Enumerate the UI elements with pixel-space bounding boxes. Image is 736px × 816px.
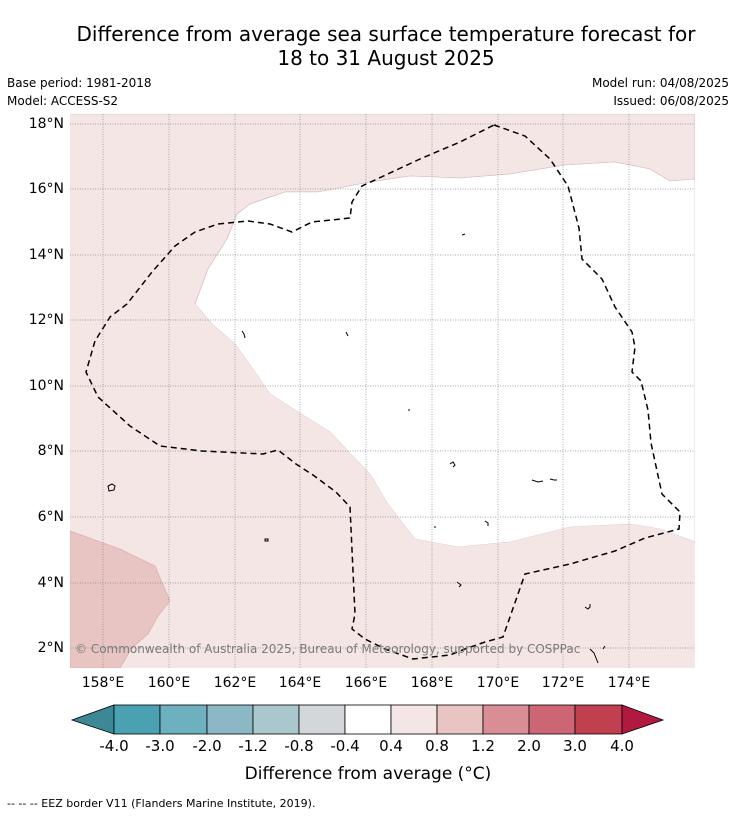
colorbar-segment [344, 704, 392, 735]
colorbar-segment [482, 704, 530, 735]
colorbar-segment [113, 704, 161, 735]
lat-label: 6°N [37, 509, 64, 525]
warm-anomaly-0-8-region [70, 530, 171, 668]
colorbar-segment [574, 704, 623, 735]
model-name: Model: ACCESS-S2 [7, 94, 119, 108]
colorbar-tick: 0.8 [425, 737, 449, 755]
colorbar-tick: 2.0 [517, 737, 541, 755]
colorbar-tick: -2.0 [192, 737, 222, 755]
colorbar-tick: -1.2 [238, 737, 268, 755]
colorbar-segment [252, 704, 300, 735]
colorbar-arrow-high [621, 704, 665, 735]
lat-label: 2°N [37, 640, 64, 656]
islands [107, 233, 606, 664]
lon-label: 172°E [541, 675, 585, 691]
colorbar-tick: 4.0 [610, 737, 634, 755]
lat-gridlines [70, 123, 695, 649]
lon-label: 158°E [81, 675, 125, 691]
colorbar-tick: 1.2 [471, 737, 495, 755]
copyright-notice: © Commonwealth of Australia 2025, Bureau… [75, 642, 581, 656]
lon-label: 160°E [147, 675, 191, 691]
colorbar [70, 704, 665, 735]
lon-label: 174°E [607, 675, 651, 691]
lon-label: 168°E [410, 675, 454, 691]
lon-label: 164°E [278, 675, 322, 691]
colorbar-arrow-low [70, 704, 115, 735]
colorbar-segment [390, 704, 438, 735]
colorbar-tick: -0.4 [330, 737, 360, 755]
model-run-date: Model run: 04/08/2025 [591, 76, 729, 90]
colorbar-segment [298, 704, 346, 735]
model-info: Base period: 1981-2018 Model: ACCESS-S2 [7, 74, 152, 110]
colorbar-tick: -0.8 [284, 737, 314, 755]
anomaly-map [70, 114, 695, 668]
lon-label: 166°E [344, 675, 388, 691]
lat-label: 10°N [28, 378, 64, 394]
pink-lower-right [285, 534, 695, 668]
colorbar-segment [436, 704, 484, 735]
colorbar-segment [206, 704, 254, 735]
lon-label: 170°E [476, 675, 520, 691]
issued-date: Issued: 06/08/2025 [613, 94, 729, 108]
colorbar-tick: 0.4 [379, 737, 403, 755]
colorbar-label: Difference from average (°C) [244, 764, 492, 784]
colorbar-tick: -3.0 [145, 737, 175, 755]
base-period: Base period: 1981-2018 [7, 76, 152, 90]
title-line-1: Difference from average sea surface temp… [76, 22, 696, 46]
lat-label: 8°N [37, 443, 64, 459]
colorbar-tick: 3.0 [563, 737, 587, 755]
title-line-2: 18 to 31 August 2025 [277, 46, 495, 70]
lat-label: 12°N [28, 312, 64, 328]
lat-label: 18°N [28, 116, 64, 132]
pink-bottom-band [70, 304, 695, 668]
eez-legend: -- -- -- EEZ border V11 (Flanders Marine… [7, 797, 316, 810]
eez-border [85, 124, 681, 660]
lat-label: 16°N [28, 181, 64, 197]
colorbar-segment [159, 704, 208, 735]
run-info: Model run: 04/08/2025 Issued: 06/08/2025 [592, 74, 729, 110]
colorbar-segment [528, 704, 576, 735]
lon-label: 162°E [213, 675, 257, 691]
map-title: Difference from average sea surface temp… [0, 22, 736, 70]
lat-label: 4°N [37, 575, 64, 591]
colorbar-tick: -4.0 [99, 737, 129, 755]
lat-label: 14°N [28, 247, 64, 263]
